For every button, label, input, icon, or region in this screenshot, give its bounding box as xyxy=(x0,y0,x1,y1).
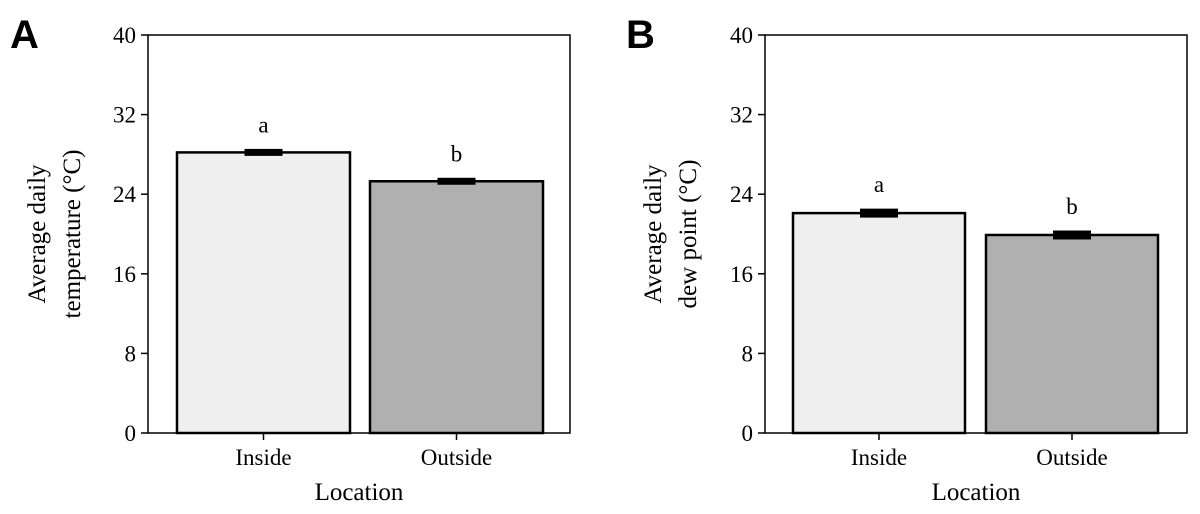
panel-b-ytick-label: 16 xyxy=(730,262,753,287)
panel-a-y-axis-title-line-1: Average daily xyxy=(24,164,51,304)
panel-b-errorbar-outside xyxy=(1053,230,1091,240)
panel-b-y-axis-title-line-2: dew point (°C) xyxy=(675,160,702,309)
panel-a-xtick-label-inside: Inside xyxy=(235,445,291,470)
panel-b-errorbar-inside xyxy=(860,208,898,218)
panel-a-ytick-label: 0 xyxy=(125,421,137,446)
panel-a-bar-inside xyxy=(175,151,352,435)
panel-b-bar-outside xyxy=(984,233,1160,435)
panel-b-ytick-label: 0 xyxy=(742,421,754,446)
panel-a-sig-letter-inside: a xyxy=(258,112,268,137)
panel-a-ytick-label: 24 xyxy=(113,182,137,207)
panel-b-ytick-label: 40 xyxy=(730,23,753,48)
panel-a-ytick-label: 40 xyxy=(113,23,136,48)
panel-a-bar-outside xyxy=(368,180,545,435)
panel-a-errorbar-inside xyxy=(244,148,283,156)
panel-a-xtick-label-outside: Outside xyxy=(421,445,493,470)
panel-a-ytick-label: 32 xyxy=(113,103,136,128)
panel-a-ytick-label: 8 xyxy=(125,341,137,366)
panel-a-sig-letter-outside: b xyxy=(451,141,463,166)
panel-b-x-axis-title: Location xyxy=(932,479,1021,506)
panel-a-y-axis-title-line-2: temperature (°C) xyxy=(59,150,86,319)
panel-b-sig-letter-inside: a xyxy=(874,172,884,197)
panel-b-plot-frame xyxy=(764,34,1188,434)
panel-b-xtick-label-outside: Outside xyxy=(1036,445,1108,470)
panel-b-ytick-label: 32 xyxy=(730,103,753,128)
panel-b-letter: B xyxy=(626,13,655,57)
panel-b-ytick-label: 24 xyxy=(730,182,754,207)
panel-b-ytick-label: 8 xyxy=(742,341,754,366)
panel-b-sig-letter-outside: b xyxy=(1066,194,1078,219)
panel-b-y-axis-title-line-1: Average daily xyxy=(640,164,667,304)
panel-a-ytick-label: 16 xyxy=(113,262,136,287)
panel-a-plot-frame xyxy=(147,34,571,434)
panel-a-letter: A xyxy=(10,13,39,57)
panel-a-x-axis-title: Location xyxy=(315,479,404,506)
panel-b-bar-inside xyxy=(791,211,967,435)
panel-b-xtick-label-inside: Inside xyxy=(851,445,907,470)
panel-a-errorbar-outside xyxy=(437,177,476,185)
